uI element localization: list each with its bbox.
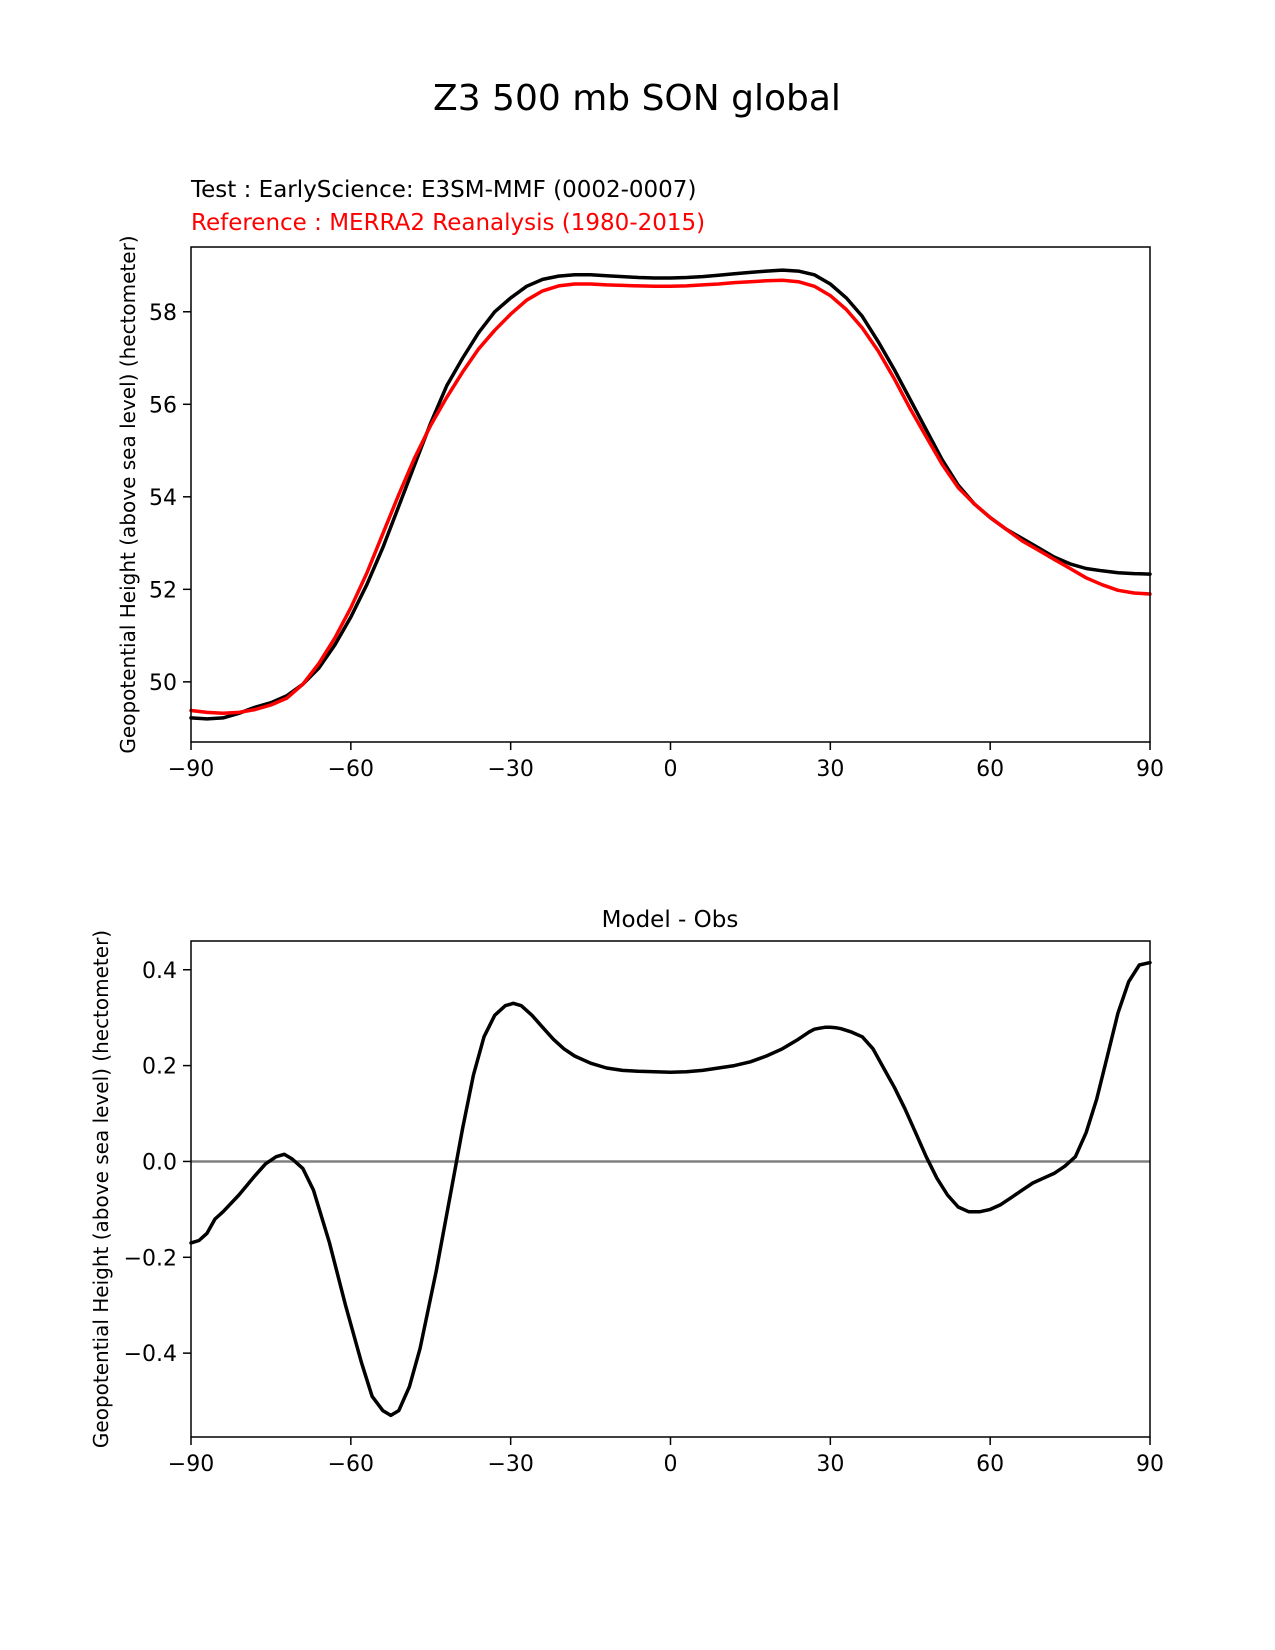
x-tick-label: 0 bbox=[664, 1452, 678, 1477]
bottom-chart-series bbox=[189, 960, 1152, 1418]
x-tick-label: −90 bbox=[168, 757, 214, 782]
x-tick-label: 90 bbox=[1136, 757, 1164, 782]
x-tick-label: 60 bbox=[976, 757, 1004, 782]
top-chart-ticks: −90 −60 −30 0 30 60 90 50 52 54 56 58 bbox=[149, 301, 1164, 782]
x-tick-label: −90 bbox=[168, 1452, 214, 1477]
x-tick-label: −30 bbox=[487, 757, 533, 782]
bottom-chart-ticks: −90 −60 −30 0 30 60 90 −0.4 −0.2 0.0 0.2 0.4 bbox=[124, 959, 1164, 1477]
x-tick-label: −60 bbox=[328, 1452, 374, 1477]
x-tick-label: 60 bbox=[976, 1452, 1004, 1477]
y-tick-label: −0.2 bbox=[124, 1246, 177, 1271]
x-tick-label: 30 bbox=[816, 1452, 844, 1477]
difference-series-line bbox=[189, 960, 1152, 1418]
bottom-chart-title: Model - Obs bbox=[602, 907, 739, 933]
top-chart: Test : EarlyScience: E3SM-MMF (0002-0007… bbox=[116, 177, 1164, 782]
y-tick-label: 0.4 bbox=[142, 959, 177, 984]
figure-title: Z3 500 mb SON global bbox=[433, 78, 841, 119]
y-tick-label: 56 bbox=[149, 393, 177, 418]
y-tick-label: 0.0 bbox=[142, 1150, 177, 1175]
y-tick-label: 58 bbox=[149, 301, 177, 326]
legend-reference-label: Reference : MERRA2 Reanalysis (1980-2015… bbox=[191, 210, 705, 236]
legend-test-label: Test : EarlyScience: E3SM-MMF (0002-0007… bbox=[190, 177, 696, 203]
x-tick-label: 0 bbox=[664, 757, 678, 782]
y-tick-label: 50 bbox=[149, 671, 177, 696]
x-tick-label: 90 bbox=[1136, 1452, 1164, 1477]
x-tick-label: 30 bbox=[816, 757, 844, 782]
y-tick-label: 52 bbox=[149, 578, 177, 603]
x-tick-label: −60 bbox=[328, 757, 374, 782]
top-chart-y-axis-label: Geopotential Height (above sea level) (h… bbox=[116, 235, 140, 753]
top-chart-series bbox=[189, 268, 1152, 721]
y-tick-label: 54 bbox=[149, 486, 177, 511]
bottom-chart: Model - Obs −90 −60 −30 0 30 60 90 −0.4 −0.2 0.0 0… bbox=[89, 907, 1164, 1477]
y-tick-label: 0.2 bbox=[142, 1055, 177, 1080]
bottom-chart-y-axis-label: Geopotential Height (above sea level) (h… bbox=[89, 930, 113, 1448]
bottom-chart-frame bbox=[190, 940, 1151, 1438]
reference-series-line bbox=[189, 278, 1152, 716]
x-tick-label: −30 bbox=[487, 1452, 533, 1477]
top-chart-frame bbox=[190, 246, 1151, 743]
y-tick-label: −0.4 bbox=[124, 1342, 177, 1367]
